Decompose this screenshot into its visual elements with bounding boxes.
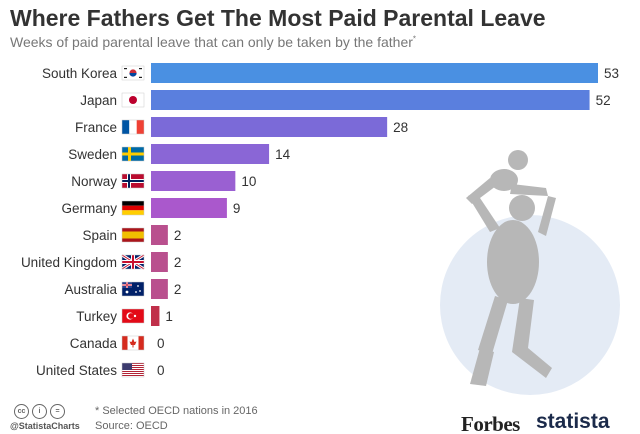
bar-row: Japan 52 bbox=[80, 90, 611, 110]
bar-row: Canada 0 bbox=[70, 335, 165, 351]
chart-subtitle: Weeks of paid parental leave that can on… bbox=[10, 34, 416, 50]
bar-chart: South Korea 53 Japan 52 France 28 Sweden 14 Norw… bbox=[21, 63, 620, 395]
turkey-flag-icon bbox=[121, 308, 145, 324]
bar bbox=[151, 144, 270, 164]
united-states-flag-icon bbox=[121, 362, 145, 378]
value-label: 2 bbox=[174, 282, 182, 297]
bar-row: Sweden 14 bbox=[68, 144, 291, 164]
subtitle-text: Weeks of paid parental leave that can on… bbox=[10, 34, 413, 50]
category-label: Norway bbox=[71, 174, 117, 189]
category-label: United Kingdom bbox=[21, 255, 117, 270]
category-label: United States bbox=[36, 363, 117, 378]
cc-icon: cc bbox=[14, 404, 29, 419]
spain-flag-icon bbox=[121, 227, 145, 243]
australia-flag-icon bbox=[121, 281, 145, 297]
south-korea-flag-icon bbox=[121, 65, 145, 81]
sweden-flag-icon bbox=[121, 146, 145, 162]
value-label: 53 bbox=[604, 66, 619, 81]
canada-flag-icon bbox=[121, 335, 145, 351]
bar-row: Australia 2 bbox=[64, 279, 181, 299]
bar-row: United States 0 bbox=[36, 362, 165, 378]
united-kingdom-flag-icon bbox=[121, 253, 145, 271]
bar bbox=[151, 252, 168, 272]
category-label: Sweden bbox=[68, 147, 117, 162]
license-icons: cc i = bbox=[14, 404, 65, 419]
value-label: 2 bbox=[174, 255, 182, 270]
value-label: 52 bbox=[596, 93, 611, 108]
category-label: South Korea bbox=[42, 66, 118, 81]
france-flag-icon bbox=[121, 119, 145, 135]
category-label: Australia bbox=[64, 282, 117, 297]
statista-logo[interactable]: statista bbox=[536, 410, 610, 433]
father-child-silhouette bbox=[466, 150, 556, 386]
bar bbox=[151, 198, 227, 218]
bar-row: Germany 9 bbox=[61, 198, 240, 218]
bars-group: South Korea 53 Japan 52 France 28 Sweden 14 Norw… bbox=[21, 63, 619, 378]
bar bbox=[151, 117, 388, 137]
bar bbox=[151, 90, 590, 110]
bar bbox=[151, 63, 598, 83]
footnote: * Selected OECD nations in 2016 bbox=[95, 405, 258, 417]
value-label: 28 bbox=[393, 120, 408, 135]
value-label: 10 bbox=[241, 174, 256, 189]
value-label: 14 bbox=[275, 147, 291, 162]
category-label: Germany bbox=[61, 201, 117, 216]
value-label: 1 bbox=[165, 309, 173, 324]
value-label: 0 bbox=[157, 363, 165, 378]
source: Source: OECD bbox=[95, 420, 168, 432]
norway-flag-icon bbox=[121, 173, 145, 189]
value-label: 9 bbox=[233, 201, 241, 216]
category-label: Turkey bbox=[76, 309, 117, 324]
japan-flag-icon bbox=[121, 92, 145, 108]
bar-row: South Korea 53 bbox=[42, 63, 619, 83]
value-label: 0 bbox=[157, 336, 165, 351]
illustration bbox=[440, 150, 620, 395]
bar bbox=[151, 225, 168, 245]
forbes-logo[interactable]: Forbes bbox=[461, 412, 520, 434]
value-label: 2 bbox=[174, 228, 182, 243]
germany-flag-icon bbox=[121, 200, 145, 216]
category-label: Japan bbox=[80, 93, 117, 108]
bar-row: France 28 bbox=[75, 117, 408, 137]
bar-row: Turkey 1 bbox=[76, 306, 173, 326]
category-label: France bbox=[75, 120, 117, 135]
bar-row: Spain 2 bbox=[82, 225, 181, 245]
no-derivatives-icon: = bbox=[50, 404, 65, 419]
bar-row: Norway 10 bbox=[71, 171, 256, 191]
chart-title: Where Fathers Get The Most Paid Parental… bbox=[10, 5, 546, 31]
attribution-icon: i bbox=[32, 404, 47, 419]
bar bbox=[151, 306, 160, 326]
bar bbox=[151, 279, 168, 299]
bar-row: United Kingdom 2 bbox=[21, 252, 181, 272]
statista-handle: @StatistaCharts bbox=[10, 421, 80, 431]
category-label: Spain bbox=[82, 228, 117, 243]
subtitle-footnote-mark: * bbox=[412, 34, 417, 44]
bar bbox=[151, 171, 236, 191]
category-label: Canada bbox=[70, 336, 118, 351]
